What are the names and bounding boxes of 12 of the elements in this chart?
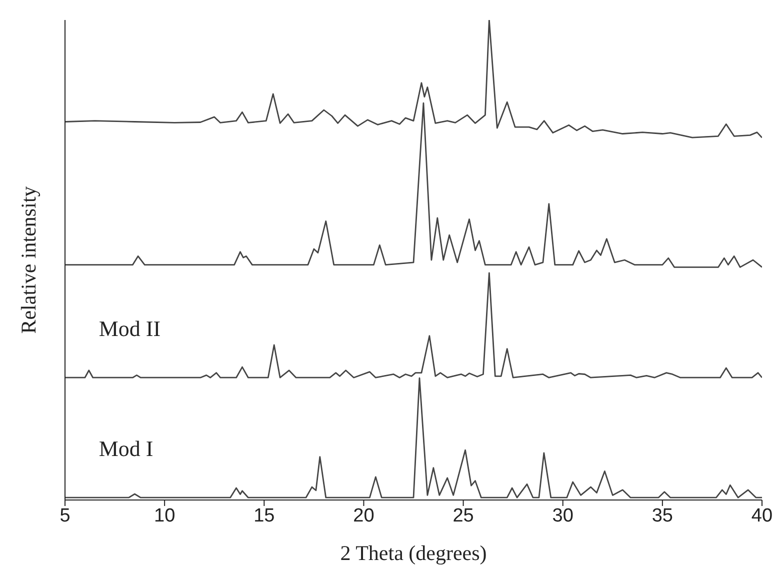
- series-label: Mod I: [98, 436, 154, 462]
- x-tick-label: 5: [60, 505, 70, 526]
- x-axis-title: 2 Theta (degrees): [340, 541, 487, 565]
- x-tick-label: 30: [552, 505, 574, 526]
- x-tick-label: 25: [452, 505, 474, 526]
- x-tick-label: 35: [652, 505, 673, 526]
- x-tick-label: 40: [751, 505, 773, 526]
- x-tick-label: 15: [254, 505, 275, 526]
- y-axis-title: Relative intensity: [16, 186, 40, 334]
- x-tick-label: 10: [154, 505, 176, 526]
- x-tick-label: 20: [353, 505, 374, 526]
- series-label: Mod II: [98, 316, 161, 342]
